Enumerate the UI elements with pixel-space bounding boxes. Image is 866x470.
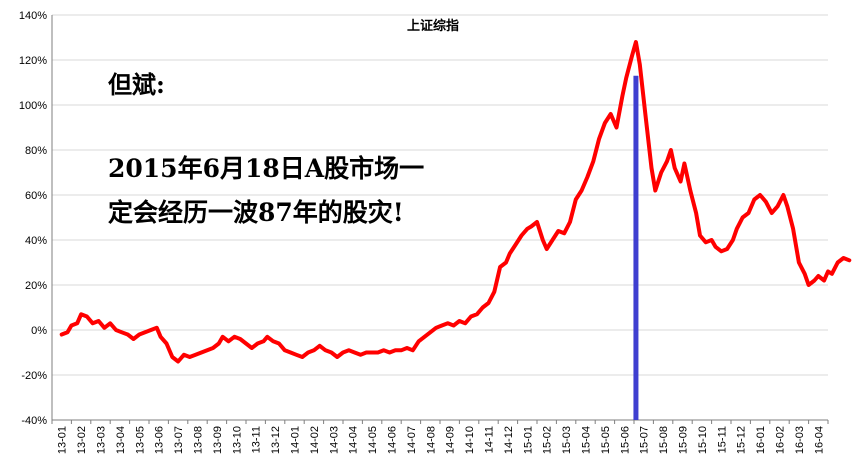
x-tick-label: 15-07 xyxy=(639,426,651,454)
x-tick-label: 13-04 xyxy=(115,426,127,454)
x-tick-label: 16-04 xyxy=(813,426,825,454)
x-tick-label: 13-11 xyxy=(251,426,263,453)
x-tick-label: 16-03 xyxy=(794,426,806,454)
x-tick-label: 15-01 xyxy=(522,426,534,454)
y-tick-label: 100% xyxy=(19,100,47,112)
x-tick-label: 13-01 xyxy=(57,426,69,454)
x-tick-label: 13-05 xyxy=(134,426,146,454)
x-tick-label: 14-01 xyxy=(290,426,302,454)
x-tick-label: 15-04 xyxy=(581,426,593,454)
x-tick-label: 15-08 xyxy=(658,426,670,454)
x-tick-label: 15-12 xyxy=(736,426,748,454)
x-tick-label: 16-01 xyxy=(755,426,767,454)
x-tick-label: 14-08 xyxy=(425,426,437,454)
x-tick-label: 15-02 xyxy=(542,426,554,454)
x-tick-label: 13-02 xyxy=(76,426,88,454)
series-line-shanghai-composite xyxy=(59,40,852,364)
x-tick-label: 15-09 xyxy=(678,426,690,454)
x-axis-tick-marks xyxy=(51,420,829,424)
y-tick-label: 40% xyxy=(25,235,47,247)
annotation-author: 但斌: xyxy=(108,70,165,99)
x-tick-label: 16-02 xyxy=(775,426,787,454)
x-tick-label: 13-09 xyxy=(212,426,224,454)
y-tick-label: 0% xyxy=(31,325,47,337)
x-tick-label: 14-04 xyxy=(348,426,360,454)
y-tick-label: 140% xyxy=(19,10,47,22)
x-tick-label: 14-09 xyxy=(445,426,457,454)
x-tick-label: 15-10 xyxy=(697,426,709,454)
x-tick-label: 13-07 xyxy=(173,426,185,454)
x-tick-label: 14-12 xyxy=(503,426,515,454)
x-tick-label: 15-03 xyxy=(561,426,573,454)
y-axis-tick-labels: 140% 120% 100% 80% 60% 40% 20% 0% -20% -40% xyxy=(19,10,47,427)
x-tick-label: 14-07 xyxy=(406,426,418,454)
x-tick-label: 13-08 xyxy=(193,426,205,454)
x-axis-tick-labels: 13-01 13-02 13-03 13-04 13-05 13-06 13-07 13-08… xyxy=(57,426,826,454)
x-tick-label: 14-11 xyxy=(484,426,496,453)
x-tick-label: 14-03 xyxy=(328,426,340,454)
chart-title: 上证综指 xyxy=(407,18,459,34)
x-tick-label: 14-02 xyxy=(309,426,321,454)
annotation-line-1: 2015年6月18日A股市场一 xyxy=(108,154,424,183)
y-tick-label: 20% xyxy=(25,280,47,292)
annotation-line-2: 定会经历一波87年的股灾! xyxy=(108,198,404,227)
x-tick-label: 13-12 xyxy=(270,426,282,454)
y-tick-label: 120% xyxy=(19,55,47,67)
x-tick-label: 13-10 xyxy=(231,426,243,454)
x-tick-label: 15-11 xyxy=(716,426,728,453)
x-tick-label: 14-06 xyxy=(387,426,399,454)
x-tick-label: 14-10 xyxy=(464,426,476,454)
y-tick-label: -20% xyxy=(21,370,47,382)
x-tick-label: 15-06 xyxy=(619,426,631,454)
x-tick-label: 15-05 xyxy=(600,426,612,454)
x-tick-label: 13-03 xyxy=(96,426,108,454)
x-tick-label: 14-05 xyxy=(367,426,379,454)
y-tick-label: 60% xyxy=(25,190,47,202)
y-tick-label: -40% xyxy=(21,415,47,427)
y-tick-label: 80% xyxy=(25,145,47,157)
x-tick-label: 13-06 xyxy=(154,426,166,454)
